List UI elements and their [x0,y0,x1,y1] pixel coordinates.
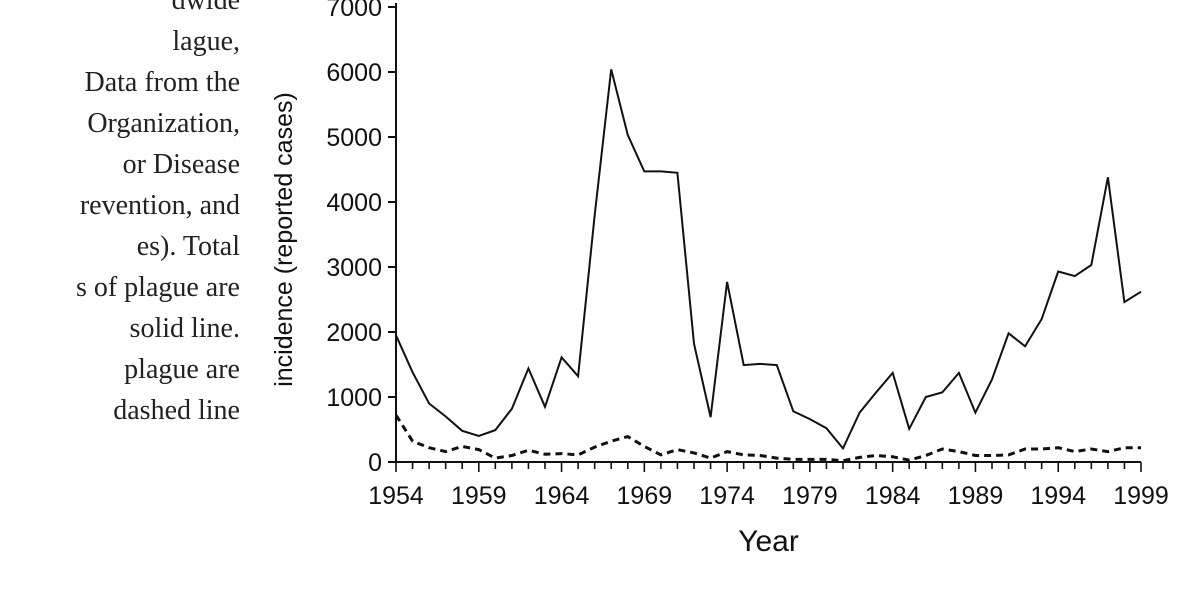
x-tick-label: 1989 [948,482,1004,510]
caption-line: solid line. [129,313,240,344]
caption-line: lague, [172,26,240,57]
y-tick-label: 0 [368,449,382,477]
x-tick-label: 1974 [699,482,755,510]
caption-line: plague are [124,354,240,385]
x-axis-title: Year [738,525,799,558]
y-tick-label: 2000 [326,319,382,347]
figure-caption: dwide lague, Data from the Organization,… [0,0,240,431]
y-tick-label: 7000 [326,0,382,22]
x-tick-label: 1999 [1113,482,1169,510]
x-tick-label: 1954 [368,482,424,510]
y-axis-title: incidence (reported cases) [270,92,298,387]
y-tick-label: 1000 [326,384,382,412]
caption-line: Organization, [87,108,240,139]
caption-line: dwide [171,0,240,16]
y-tick-label: 4000 [326,189,382,217]
x-tick-label: 1984 [865,482,921,510]
x-tick-label: 1959 [451,482,507,510]
y-tick-label: 5000 [326,124,382,152]
caption-line: or Disease [122,149,240,180]
caption-line: dashed line [113,395,240,426]
solid-series-line [395,69,1142,451]
y-tick-label: 3000 [326,254,382,282]
y-tick-label: 6000 [326,59,382,87]
x-tick-label: 1964 [534,482,590,510]
series-layer [394,69,1142,463]
caption-line: es). Total [136,231,240,262]
axes: 0 1000 2000 3000 4000 5000 6000 7000 1954 1959 196… [326,0,1168,510]
dashed-series-line [394,414,1141,463]
x-tick-label: 1979 [782,482,838,510]
caption-line: revention, and [79,190,240,221]
caption-line: Data from the [84,67,241,98]
x-tick-label: 1994 [1030,482,1086,510]
x-tick-label: 1969 [617,482,673,510]
caption-line: s of plague are [75,272,240,303]
